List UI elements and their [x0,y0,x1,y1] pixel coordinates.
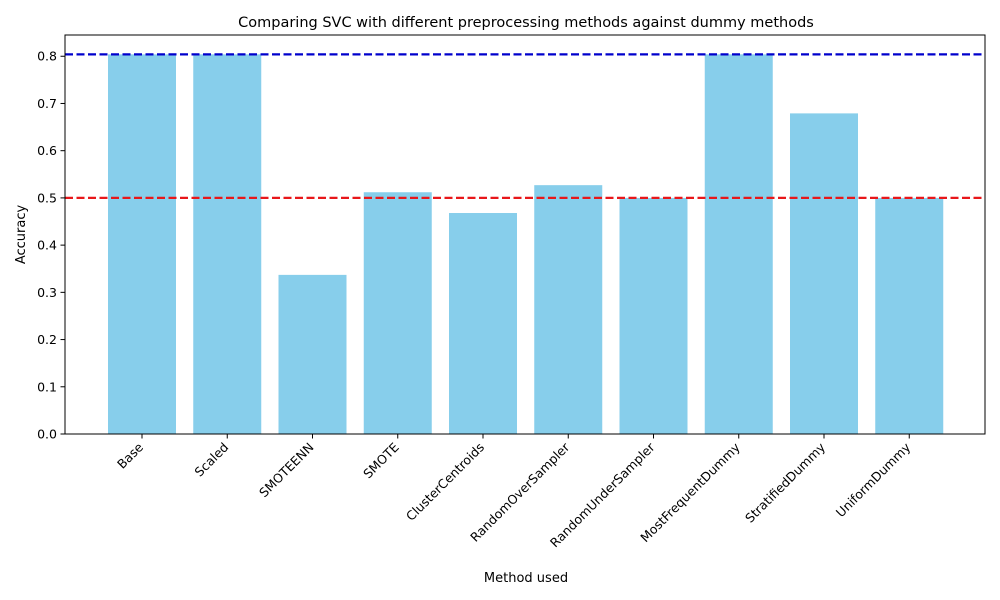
x-axis: Base Scaled SMOTEENN SMOTE ClusterCentroidsR… [114,434,914,550]
y-tick-label: 0.8 [37,49,57,64]
y-tick-label: 0.1 [37,379,57,394]
y-tick-label: 0.5 [37,190,57,205]
bar-randomoversampler [534,185,603,434]
reference-lines [65,53,985,200]
bar-smote [363,192,432,434]
y-axis-label: Accuracy [14,205,29,265]
x-tick-label: SMOTEENN [256,440,317,501]
y-tick-label: 0.3 [37,285,57,300]
plot-frame [64,34,986,435]
x-tick-label: UniformDummy [833,439,914,520]
x-axis-label: Method used [484,571,568,586]
x-tick-label: Scaled [191,440,231,480]
bar-mostfrequentdummy [704,54,773,434]
bar-smoteenn [278,274,347,434]
bar-stratifieddummy [790,113,858,435]
y-tick-label: 0.7 [37,96,57,111]
bars-layer [108,54,944,435]
x-tick-label: MostFrequentDummy [637,439,743,545]
bar-base [108,54,176,434]
y-axis: 0.0 0.1 0.2 0.3 0.4 0.5 0.6 0.7 0.8 [37,49,65,442]
bar-clustercentroids [449,213,517,434]
y-tick-label: 0.0 [37,427,57,442]
x-tick-label: ClusterCentroids [403,440,487,524]
y-tick-label: 0.2 [37,332,57,347]
y-tick-label: 0.6 [37,143,57,158]
x-tick-label: SMOTE [360,439,402,481]
y-tick-label: 0.4 [37,238,57,253]
chart-title: Comparing SVC with different preprocessi… [238,15,814,31]
x-tick-label: StratifiedDummy [742,439,829,526]
bar-uniformdummy [875,197,944,434]
x-tick-label: Base [114,439,146,471]
bar-scaled [193,54,262,434]
bar-randomundersampler [619,197,688,434]
